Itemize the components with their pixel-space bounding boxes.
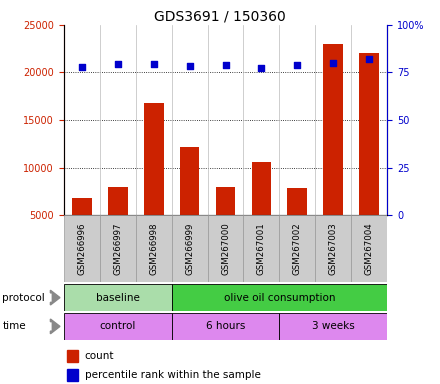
FancyBboxPatch shape (351, 215, 387, 282)
Text: GSM266999: GSM266999 (185, 222, 194, 275)
Text: 6 hours: 6 hours (206, 321, 245, 331)
FancyBboxPatch shape (100, 215, 136, 282)
Text: time: time (2, 321, 26, 331)
Point (366, 56, 373, 62)
FancyBboxPatch shape (279, 215, 315, 282)
Bar (144, 103, 164, 263)
Bar (67, 350, 78, 362)
FancyBboxPatch shape (279, 313, 387, 340)
Point (186, 63, 193, 69)
Point (78, 64, 85, 70)
Text: percentile rank within the sample: percentile rank within the sample (85, 370, 260, 380)
Text: GDS3691 / 150360: GDS3691 / 150360 (154, 10, 286, 23)
FancyBboxPatch shape (208, 215, 243, 282)
Text: GSM266996: GSM266996 (77, 222, 86, 275)
Point (330, 60, 337, 66)
Bar (108, 187, 128, 263)
Text: baseline: baseline (96, 293, 139, 303)
Text: GSM266998: GSM266998 (149, 222, 158, 275)
FancyArrow shape (51, 319, 60, 334)
Bar (287, 189, 307, 263)
Bar (323, 44, 343, 263)
Text: olive oil consumption: olive oil consumption (224, 293, 335, 303)
Text: GSM267001: GSM267001 (257, 222, 266, 275)
FancyBboxPatch shape (243, 215, 279, 282)
FancyArrow shape (51, 290, 60, 305)
Text: GSM267003: GSM267003 (329, 222, 338, 275)
FancyBboxPatch shape (136, 215, 172, 282)
Point (258, 65, 265, 71)
FancyBboxPatch shape (172, 284, 387, 311)
Text: GSM267002: GSM267002 (293, 222, 302, 275)
Text: 3 weeks: 3 weeks (312, 321, 355, 331)
FancyBboxPatch shape (64, 284, 172, 311)
FancyBboxPatch shape (64, 215, 100, 282)
FancyBboxPatch shape (64, 313, 172, 340)
Bar (72, 198, 92, 263)
Text: GSM267004: GSM267004 (365, 222, 374, 275)
Text: protocol: protocol (2, 293, 45, 303)
FancyBboxPatch shape (172, 313, 279, 340)
Bar (180, 147, 199, 263)
Text: GSM267000: GSM267000 (221, 222, 230, 275)
Bar (216, 187, 235, 263)
Point (222, 62, 229, 68)
Text: GSM266997: GSM266997 (113, 222, 122, 275)
FancyBboxPatch shape (315, 215, 351, 282)
Point (114, 61, 121, 67)
Point (294, 62, 301, 68)
Point (150, 61, 157, 67)
Bar (67, 369, 78, 381)
Text: control: control (99, 321, 136, 331)
Text: count: count (85, 351, 114, 361)
Bar (252, 162, 271, 263)
FancyBboxPatch shape (172, 215, 208, 282)
Bar (359, 53, 379, 263)
